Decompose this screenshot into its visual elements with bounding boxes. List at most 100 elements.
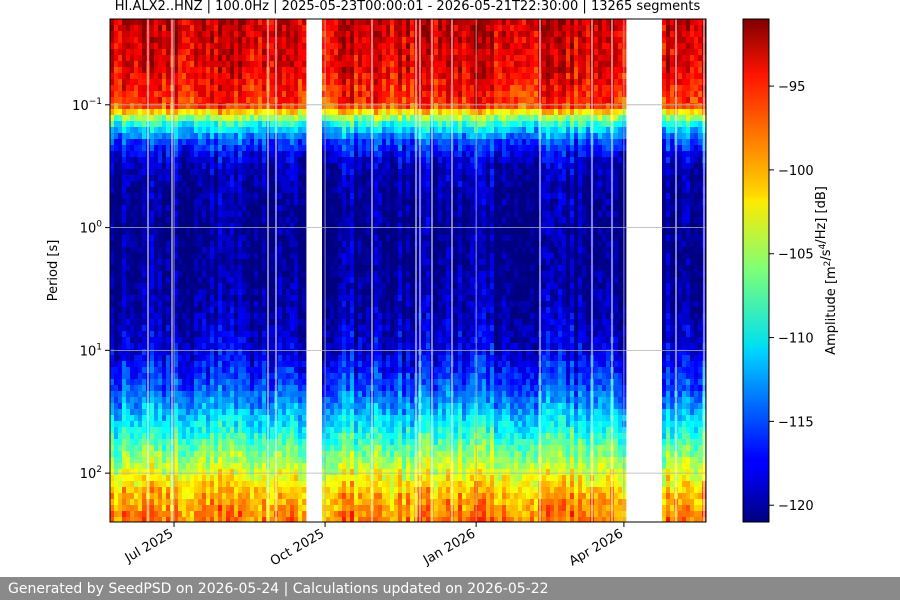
heatmap-cell — [254, 331, 259, 338]
heatmap-cell — [194, 103, 199, 110]
heatmap-cell — [346, 499, 351, 506]
heatmap-cell — [114, 169, 119, 176]
heatmap-cell — [290, 403, 295, 410]
heatmap-cell — [234, 247, 239, 254]
heatmap-cell — [262, 445, 267, 452]
heatmap-cell — [138, 511, 143, 518]
heatmap-cell — [198, 349, 203, 356]
heatmap-cell — [358, 301, 363, 308]
heatmap-cell — [198, 337, 203, 344]
heatmap-cell — [258, 139, 263, 146]
heatmap-cell — [354, 397, 359, 404]
heatmap-cell — [330, 259, 335, 266]
heatmap-cell — [142, 37, 147, 44]
heatmap-cell — [270, 19, 275, 26]
heatmap-cell — [122, 283, 127, 290]
heatmap-cell — [254, 313, 259, 320]
heatmap-cell — [114, 493, 119, 500]
heatmap-cell — [210, 163, 215, 170]
heatmap-cell — [230, 409, 235, 416]
heatmap-cell — [130, 187, 135, 194]
heatmap-cell — [138, 307, 143, 314]
heatmap-cell — [210, 361, 215, 368]
heatmap-cell — [158, 127, 163, 134]
heatmap-cell — [282, 55, 287, 62]
heatmap-cell — [174, 301, 179, 308]
heatmap-cell — [134, 469, 139, 476]
heatmap-cell — [326, 463, 331, 470]
heatmap-cell — [198, 397, 203, 404]
heatmap-cell — [138, 211, 143, 218]
heatmap-cell — [206, 469, 211, 476]
heatmap-cell — [158, 235, 163, 242]
heatmap-cell — [186, 469, 191, 476]
heatmap-cell — [182, 103, 187, 110]
heatmap-cell — [242, 109, 247, 116]
heatmap-cell — [162, 103, 167, 110]
heatmap-cell — [250, 409, 255, 416]
heatmap-cell — [134, 283, 139, 290]
heatmap-cell — [218, 469, 223, 476]
heatmap-cell — [358, 265, 363, 272]
heatmap-cell — [270, 157, 275, 164]
heatmap-cell — [258, 223, 263, 230]
heatmap-cell — [162, 229, 167, 236]
heatmap-cell — [206, 73, 211, 80]
heatmap-cell — [150, 43, 155, 50]
heatmap-cell — [230, 475, 235, 482]
heatmap-cell — [282, 199, 287, 206]
heatmap-cell — [346, 109, 351, 116]
heatmap-cell — [250, 457, 255, 464]
heatmap-cell — [186, 463, 191, 470]
heatmap-cell — [258, 265, 263, 272]
heatmap-cell — [298, 31, 303, 38]
heatmap-cell — [126, 85, 131, 92]
heatmap-cell — [158, 463, 163, 470]
heatmap-cell — [238, 175, 243, 182]
heatmap-cell — [166, 499, 171, 506]
heatmap-cell — [126, 19, 131, 26]
heatmap-cell — [322, 427, 327, 434]
heatmap-cell — [242, 265, 247, 272]
heatmap-cell — [194, 457, 199, 464]
heatmap-cell — [250, 379, 255, 386]
heatmap-cell — [282, 499, 287, 506]
heatmap-cell — [242, 505, 247, 512]
heatmap-cell — [126, 439, 131, 446]
heatmap-cell — [270, 115, 275, 122]
heatmap-cell — [130, 25, 135, 32]
heatmap-cell — [206, 409, 211, 416]
heatmap-cell — [326, 25, 331, 32]
heatmap-cell — [150, 499, 155, 506]
heatmap-cell — [330, 115, 335, 122]
heatmap-cell — [178, 205, 183, 212]
heatmap-cell — [238, 205, 243, 212]
heatmap-cell — [218, 235, 223, 242]
heatmap-cell — [290, 355, 295, 362]
heatmap-cell — [270, 463, 275, 470]
heatmap-cell — [278, 469, 283, 476]
heatmap-cell — [298, 307, 303, 314]
heatmap-cell — [338, 391, 343, 398]
heatmap-cell — [230, 499, 235, 506]
heatmap-cell — [134, 439, 139, 446]
heatmap-cell — [290, 337, 295, 344]
heatmap-cell — [342, 163, 347, 170]
heatmap-cell — [202, 19, 207, 26]
heatmap-cell — [326, 151, 331, 158]
heatmap-cell — [326, 223, 331, 230]
heatmap-cell — [150, 493, 155, 500]
heatmap-cell — [118, 463, 123, 470]
heatmap-cell — [142, 415, 147, 422]
heatmap-cell — [246, 301, 251, 308]
heatmap-cell — [110, 469, 115, 476]
heatmap-cell — [322, 403, 327, 410]
heatmap-cell — [342, 73, 347, 80]
heatmap-cell — [166, 313, 171, 320]
heatmap-cell — [254, 85, 259, 92]
heatmap-cell — [174, 259, 179, 266]
heatmap-cell — [122, 169, 127, 176]
heatmap-cell — [230, 121, 235, 128]
heatmap-cell — [142, 97, 147, 104]
heatmap-cell — [150, 517, 155, 523]
